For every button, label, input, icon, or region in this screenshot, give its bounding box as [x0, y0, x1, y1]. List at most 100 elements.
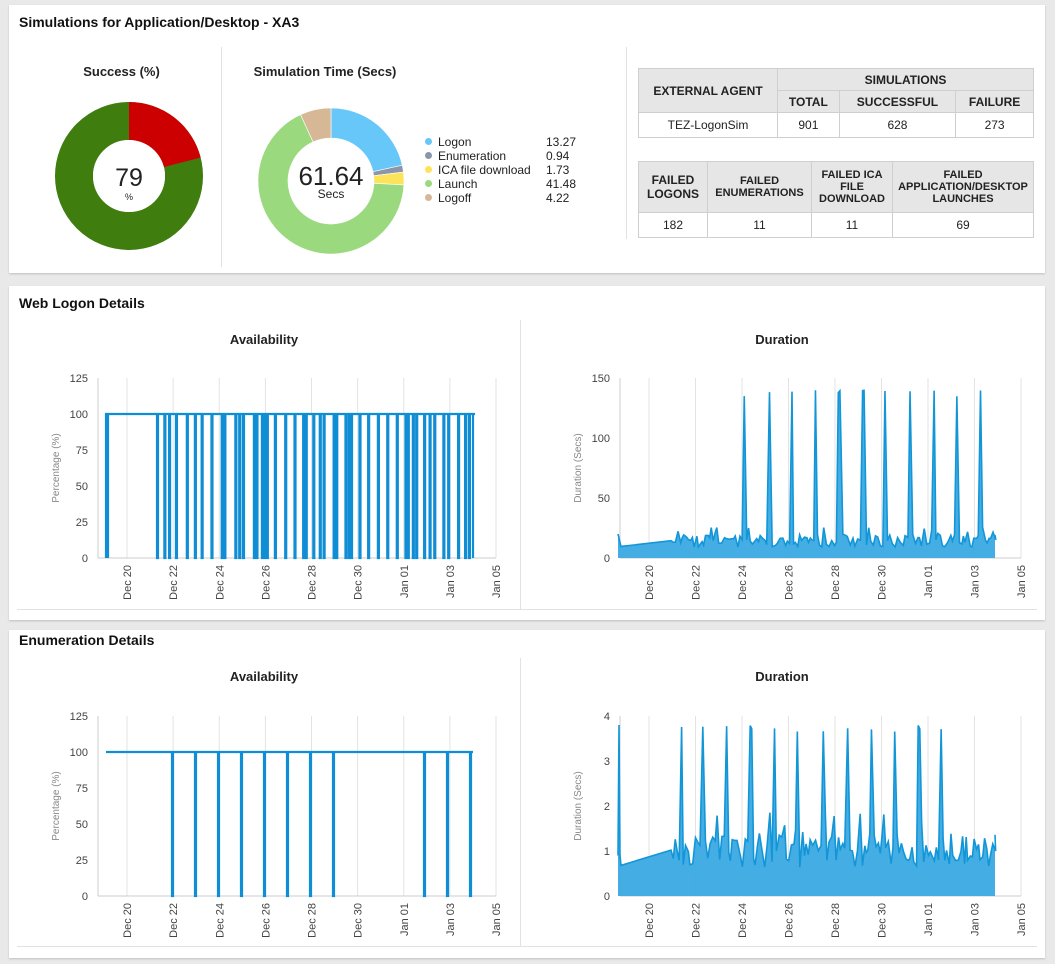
summary-title: Simulations for Application/Desktop - XA…	[19, 14, 300, 30]
y-axis-label: Percentage (%)	[51, 433, 62, 502]
col-successful: SUCCESSFUL	[838, 90, 957, 113]
legend-dot	[425, 152, 432, 160]
divider	[17, 609, 1037, 610]
failed-logons-value[interactable]: 182	[638, 212, 708, 238]
y-tick-label: 1	[604, 846, 610, 858]
y-tick-label: 2	[604, 801, 610, 813]
success-donut-chart: 79 %	[55, 102, 203, 250]
enum-duration-chart: 0 1 2 3 4 Duration (Secs) Dec 20 Dec 22 Dec 24 De…	[573, 711, 1028, 938]
x-tick-label: Dec 26	[784, 903, 796, 938]
sim-time-donut-chart: 61.64 Secs	[257, 107, 405, 255]
web-logon-title: Web Logon Details	[19, 295, 145, 311]
failed-enumerations-value[interactable]: 11	[707, 212, 812, 238]
x-tick-label: Dec 30	[353, 565, 365, 600]
y-axis-label: Percentage (%)	[51, 771, 62, 840]
y-axis-label: Duration (Secs)	[573, 771, 584, 840]
divider	[626, 47, 627, 239]
x-tick-label: Jan 01	[923, 565, 935, 598]
sim-time-unit: Secs	[318, 187, 345, 201]
sim-time-total: 61.64	[298, 161, 363, 191]
x-tick-label: Dec 30	[877, 903, 889, 938]
x-tick-label: Dec 20	[644, 565, 656, 600]
failed-ica-value[interactable]: 11	[811, 212, 893, 238]
availability-series-line[interactable]	[104, 412, 476, 560]
y-tick-label: 3	[604, 756, 610, 768]
y-tick-label: 4	[604, 711, 610, 723]
web-duration-chart: 0 50 100 150 Duration (Secs) Dec 20 Dec 22 Dec …	[573, 373, 1028, 600]
duration-series-area	[618, 725, 996, 896]
sim-time-title: Simulation Time (Secs)	[253, 64, 397, 79]
x-tick-label: Jan 05	[1016, 903, 1028, 936]
duration-series-line[interactable]	[617, 724, 997, 869]
y-tick-label: 50	[598, 493, 610, 505]
x-tick-label: Jan 05	[491, 565, 503, 598]
x-tick-label: Dec 22	[691, 903, 703, 938]
y-tick-label: 0	[82, 891, 88, 903]
divider	[221, 47, 222, 267]
x-tick-label: Jan 03	[445, 903, 457, 936]
duration-series-area	[618, 390, 996, 558]
x-tick-label: Dec 22	[168, 903, 180, 938]
sim-time-slice-launch[interactable]	[257, 114, 405, 255]
legend-item-logon[interactable]: Logon 13.27	[425, 135, 585, 149]
x-tick-label: Dec 26	[784, 565, 796, 600]
x-tick-label: Jan 03	[970, 565, 982, 598]
enumeration-panel: Enumeration Details Availability Duratio…	[9, 630, 1045, 958]
y-tick-label: 25	[76, 855, 88, 867]
y-tick-label: 100	[592, 433, 610, 445]
availability-series-line[interactable]	[106, 750, 473, 898]
col-failed-logons: FAILED LOGONS	[638, 161, 708, 213]
x-tick-label: Dec 28	[307, 903, 319, 938]
x-tick-label: Jan 03	[445, 565, 457, 598]
web-logon-panel: Web Logon Details Availability Duration …	[9, 286, 1045, 620]
sim-time-slice-logoff[interactable]	[300, 107, 332, 143]
successful-value[interactable]: 628	[838, 112, 957, 138]
table-row: 182 11 11 69	[638, 212, 1034, 238]
enum-availability-chart: 0 25 50 75 100 125 Percentage (%) Dec 20 Dec 22 D…	[51, 711, 503, 938]
legend-item-ica-download[interactable]: ICA file download 1.73	[425, 163, 585, 177]
legend-dot	[425, 180, 432, 188]
y-axis-label: Duration (Secs)	[573, 433, 584, 502]
y-tick-label: 125	[70, 711, 88, 723]
y-tick-label: 100	[70, 747, 88, 759]
legend-item-enumeration[interactable]: Enumeration 0.94	[425, 149, 585, 163]
x-tick-label: Dec 28	[830, 565, 842, 600]
divider	[520, 658, 521, 946]
y-tick-label: 100	[70, 409, 88, 421]
x-tick-label: Jan 01	[399, 565, 411, 598]
col-total: TOTAL	[777, 90, 840, 113]
y-tick-label: 0	[604, 553, 610, 565]
legend-item-launch[interactable]: Launch 41.48	[425, 177, 585, 191]
duration-series-line[interactable]	[617, 388, 997, 550]
sim-time-legend: Logon 13.27 Enumeration 0.94 ICA file down…	[425, 135, 585, 205]
failure-value[interactable]: 273	[955, 112, 1034, 138]
failed-launches-value[interactable]: 69	[892, 212, 1034, 238]
legend-dot	[425, 194, 432, 202]
failures-table: FAILED LOGONS FAILED ENUMERATIONS FAILED I…	[638, 161, 1034, 238]
x-tick-label: Dec 24	[737, 565, 749, 600]
divider	[520, 320, 521, 610]
x-tick-label: Dec 20	[644, 903, 656, 938]
col-failed-enumerations: FAILED ENUMERATIONS	[707, 161, 812, 213]
col-simulations: SIMULATIONS	[777, 68, 1034, 91]
success-value: 79	[115, 164, 143, 192]
x-tick-label: Jan 05	[491, 903, 503, 936]
legend-item-logoff[interactable]: Logoff 4.22	[425, 191, 585, 205]
col-external-agent: EXTERNAL AGENT	[638, 68, 778, 113]
y-tick-label: 75	[76, 783, 88, 795]
x-tick-label: Dec 30	[353, 903, 365, 938]
y-tick-label: 75	[76, 445, 88, 457]
x-tick-label: Dec 26	[260, 565, 272, 600]
x-tick-label: Jan 01	[923, 903, 935, 936]
x-tick-label: Dec 24	[737, 903, 749, 938]
web-duration-title: Duration	[755, 332, 809, 347]
success-unit: %	[125, 192, 133, 202]
total-value[interactable]: 901	[777, 112, 840, 138]
table-row: TEZ-LogonSim 901 628 273	[638, 112, 1034, 138]
x-tick-label: Jan 03	[970, 903, 982, 936]
y-tick-label: 150	[592, 373, 610, 385]
x-tick-label: Dec 22	[168, 565, 180, 600]
failure-slice	[129, 102, 201, 168]
agent-name[interactable]: TEZ-LogonSim	[638, 112, 778, 138]
legend-dot	[425, 166, 432, 174]
